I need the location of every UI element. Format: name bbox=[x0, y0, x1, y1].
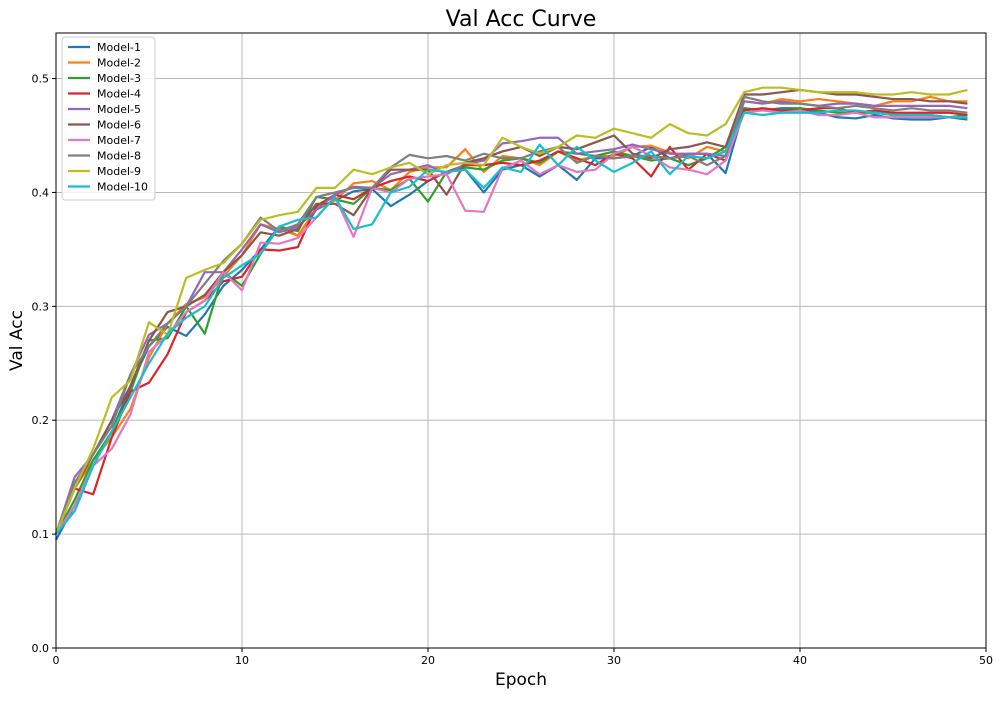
series-lines bbox=[54, 86, 968, 541]
x-tick-label: 10 bbox=[235, 654, 249, 667]
legend-label: Model-1 bbox=[97, 41, 141, 54]
x-tick-label: 40 bbox=[793, 654, 807, 667]
axis-ticks: 0 10 20 30 40 50 0.0 0.1 0.2 0.3 0.4 0.5 bbox=[32, 73, 994, 667]
y-tick-label: 0.2 bbox=[32, 414, 50, 427]
x-tick-label: 50 bbox=[979, 654, 993, 667]
x-axis-label: Epoch bbox=[495, 670, 547, 690]
legend-label: Model-7 bbox=[97, 134, 141, 147]
series-line-model-9 bbox=[54, 86, 968, 535]
grid bbox=[55, 33, 987, 649]
legend-label: Model-3 bbox=[97, 72, 141, 85]
y-tick-label: 0.0 bbox=[32, 642, 50, 655]
legend-label: Model-10 bbox=[97, 181, 148, 194]
y-tick-label: 0.3 bbox=[32, 300, 50, 313]
series-line-model-8 bbox=[54, 95, 968, 535]
legend-label: Model-8 bbox=[97, 150, 141, 163]
legend-label: Model-4 bbox=[97, 88, 141, 101]
plot-frame bbox=[55, 32, 987, 649]
legend-label: Model-9 bbox=[97, 165, 141, 178]
series-line-model-2 bbox=[54, 95, 968, 535]
legend-label: Model-5 bbox=[97, 103, 141, 116]
series-line-model-7 bbox=[55, 109, 968, 535]
x-tick-label: 0 bbox=[53, 654, 60, 667]
series-line-model-3 bbox=[55, 107, 968, 535]
y-tick-label: 0.4 bbox=[32, 186, 50, 199]
y-tick-label: 0.1 bbox=[32, 528, 50, 541]
legend-label: Model-2 bbox=[97, 57, 141, 70]
x-tick-label: 20 bbox=[421, 654, 435, 667]
y-axis-label: Val Acc bbox=[7, 310, 27, 371]
x-tick-label: 30 bbox=[607, 654, 621, 667]
legend-label: Model-6 bbox=[97, 119, 141, 132]
chart-title: Val Acc Curve bbox=[446, 7, 597, 32]
legend: Model-1 Model-2 Model-3 Model-4 Model-5 Model… bbox=[61, 36, 156, 201]
series-line-model-10 bbox=[55, 109, 968, 535]
y-tick-label: 0.5 bbox=[32, 73, 50, 86]
